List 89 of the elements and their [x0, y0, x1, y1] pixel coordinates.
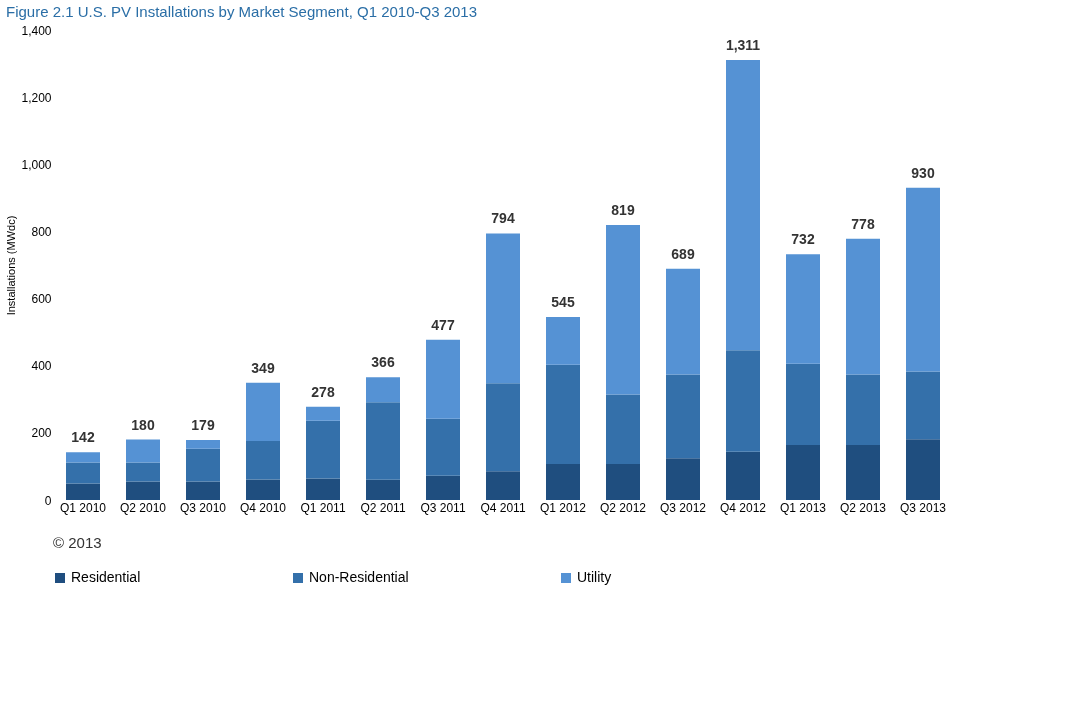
bar: [246, 479, 280, 500]
bar: [906, 439, 940, 500]
bar: [306, 420, 340, 479]
total-label: 179: [191, 416, 215, 433]
total-label: 1,311: [725, 36, 761, 53]
bar: [486, 383, 520, 472]
bar: [486, 233, 520, 384]
bar: [426, 339, 460, 419]
y-tick-label: 1,400: [21, 23, 52, 38]
bar: [186, 448, 220, 482]
bar: [186, 439, 220, 449]
legend-label: Utility: [577, 569, 612, 585]
bar: [546, 464, 580, 500]
y-tick-label: 0: [44, 493, 52, 508]
legend-label: Residential: [71, 569, 141, 585]
bar: [66, 462, 100, 484]
bar: [846, 238, 880, 375]
x-tick-label: Q2 2010: [119, 500, 167, 515]
total-label: 930: [911, 164, 935, 181]
y-tick-label: 1,000: [21, 157, 52, 172]
total-label: 732: [791, 231, 815, 248]
x-tick-label: Q3 2013: [899, 500, 947, 515]
bar: [906, 371, 940, 440]
bar: [546, 364, 580, 465]
chart-title: Figure 2.1 U.S. PV Installations by Market Segment, Q1 2010-Q3 2013: [5, 3, 478, 20]
x-tick-label: Q1 2012: [539, 500, 587, 515]
x-tick-label: Q2 2011: [360, 500, 406, 515]
bar: [666, 374, 700, 459]
bar: [366, 402, 400, 480]
total-label: 778: [851, 215, 875, 232]
bar: [306, 478, 340, 500]
x-tick-label: Q2 2013: [839, 500, 887, 515]
bar: [66, 452, 100, 463]
bar: [606, 225, 640, 395]
bar: [426, 475, 460, 500]
bar: [426, 418, 460, 476]
bar: [126, 481, 160, 500]
bar: [906, 187, 940, 372]
total-label: 142: [71, 429, 95, 446]
bar: [846, 374, 880, 445]
x-tick-label: Q4 2010: [239, 500, 287, 515]
total-label: 794: [491, 210, 515, 227]
x-tick-label: Q1 2010: [59, 500, 107, 515]
y-tick-label: 600: [31, 292, 52, 307]
x-tick-label: Q3 2012: [659, 500, 707, 515]
x-tick-label: Q4 2011: [480, 500, 526, 515]
bar: [606, 464, 640, 500]
x-tick-label: Q1 2013: [779, 500, 827, 515]
bar: [486, 471, 520, 500]
x-tick-label: Q3 2010: [179, 500, 227, 515]
bar: [126, 439, 160, 463]
bar: [666, 268, 700, 375]
x-tick-label: Q4 2012: [719, 500, 767, 515]
bar: [366, 377, 400, 403]
bar: [246, 440, 280, 480]
x-tick-label: Q1 2011: [300, 500, 346, 515]
bar: [726, 451, 760, 500]
bar: [366, 479, 400, 500]
bar: [66, 483, 100, 500]
bar: [246, 382, 280, 441]
bar: [786, 363, 820, 445]
x-tick-label: Q3 2011: [420, 500, 466, 515]
y-tick-label: 1,200: [21, 90, 52, 105]
bar: [546, 317, 580, 365]
y-axis-title: Installations (MWdc): [5, 215, 18, 316]
total-label: 349: [251, 359, 275, 376]
total-label: 278: [311, 383, 335, 400]
bar: [666, 458, 700, 500]
bar: [786, 444, 820, 500]
y-tick-label: 800: [31, 224, 52, 239]
y-tick-label: 400: [31, 359, 52, 374]
bar: [306, 406, 340, 421]
bar: [846, 444, 880, 500]
bar: [186, 481, 220, 500]
total-label: 689: [671, 245, 695, 262]
bar: [726, 59, 760, 351]
bar: [126, 462, 160, 482]
text: © 2013: [53, 534, 102, 551]
legend-label: Non-Residential: [309, 569, 409, 585]
total-label: 180: [131, 416, 155, 433]
bar: [606, 394, 640, 465]
total-label: 366: [371, 354, 395, 371]
y-tick-label: 200: [31, 426, 52, 441]
bar: [786, 254, 820, 364]
total-label: 545: [551, 294, 575, 311]
total-label: 819: [611, 202, 635, 219]
total-label: 477: [431, 316, 455, 333]
x-tick-label: Q2 2012: [599, 500, 647, 515]
bar: [726, 350, 760, 452]
